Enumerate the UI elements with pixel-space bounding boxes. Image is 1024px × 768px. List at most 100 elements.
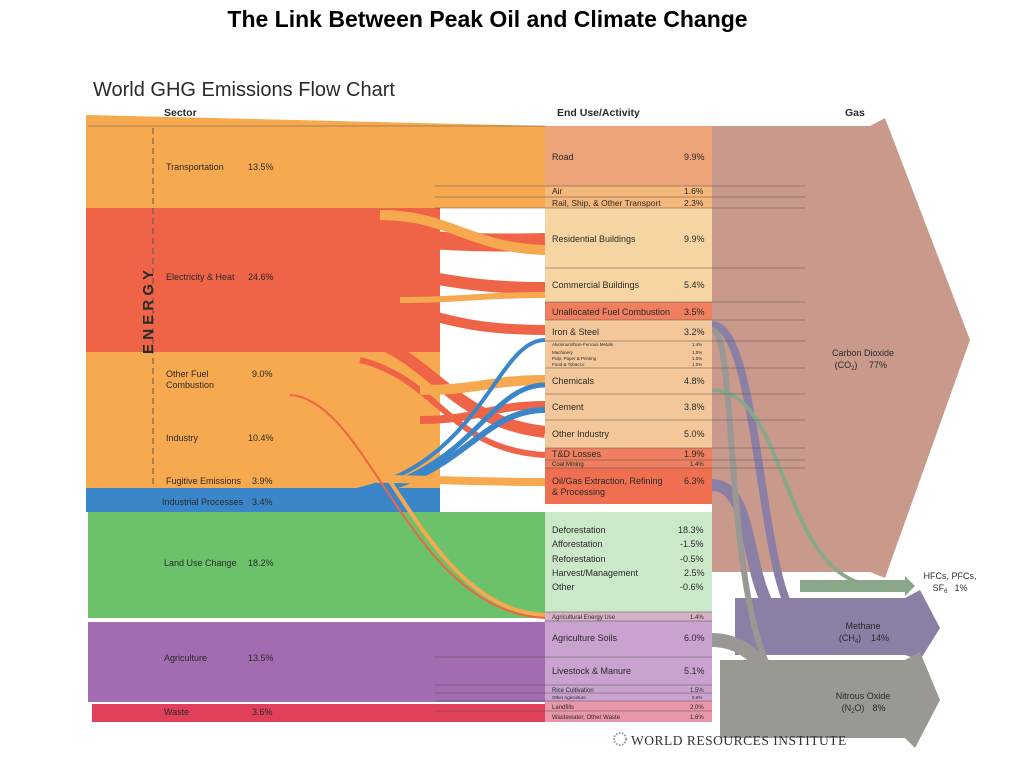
sector-pct-transportation: 13.5%: [248, 162, 274, 172]
gas-co2-pct: 77%: [869, 360, 887, 370]
end-use-machinery-pct: 1.0%: [692, 350, 702, 355]
gas-co2-name: Carbon Dioxide: [832, 348, 894, 358]
gas-arrow-hfc: [800, 576, 915, 596]
header-sector: Sector: [164, 107, 197, 119]
gas-outflows: [710, 321, 881, 707]
sector-bands: [86, 115, 545, 722]
end-use-reforestation: Reforestation: [552, 554, 606, 564]
sector-label-other-fuel: Other Fuel Combustion: [166, 369, 214, 390]
band-land-use: [88, 512, 545, 618]
end-use-deforestation: Deforestation: [552, 525, 606, 535]
sector-label-transportation: Transportation: [166, 162, 224, 172]
gas-n2o-name: Nitrous Oxide: [836, 691, 891, 701]
end-use-agri-energy: Agricultural Energy Use: [552, 615, 616, 621]
end-use-reforestation-pct: -0.5%: [680, 554, 704, 564]
panel-agri-energy: [545, 612, 712, 621]
end-use-harvest: Harvest/Management: [552, 568, 639, 578]
connector-flows: [289, 210, 546, 619]
outflow-ch4-2: [711, 479, 794, 636]
end-use-agri-soils-pct: 6.0%: [684, 633, 705, 643]
gas-labels: Carbon Dioxide (CO2) 77% HFCs, PFCs, SF6…: [832, 348, 977, 715]
end-use-iron-steel: Iron & Steel: [552, 327, 599, 337]
panel-oilgas: [545, 468, 712, 504]
end-use-road-pct: 9.9%: [684, 152, 705, 162]
band-waste: [92, 704, 545, 722]
end-use-commercial-pct: 5.4%: [684, 280, 705, 290]
sector-labels: Transportation 13.5% Electricity & Heat …: [162, 162, 274, 717]
sector-label-industry: Industry: [166, 433, 199, 443]
end-use-aluminum: Aluminum/Non-Ferrous Metals: [552, 342, 614, 347]
flow-fuel-residential: [379, 210, 546, 255]
end-use-cement: Cement: [552, 402, 584, 412]
end-use-aluminum-pct: 1.4%: [692, 342, 702, 347]
flow-elec-tnd: [359, 357, 546, 458]
end-use-iron-steel-pct: 3.2%: [684, 327, 705, 337]
flow-elec-industry: [339, 295, 546, 335]
end-use-other: Other: [552, 582, 575, 592]
outflow-hfc: [711, 388, 881, 588]
gas-n2o-pct: 8%: [872, 703, 885, 713]
gas-ch4-formula: (CH4): [839, 633, 861, 645]
sector-pct-waste: 3.6%: [252, 707, 273, 717]
end-use-rail-pct: 2.3%: [684, 198, 704, 208]
outflow-ch4-1: [711, 321, 803, 624]
energy-label: E N E R G Y: [140, 270, 157, 354]
end-use-landfills-pct: 2.0%: [690, 705, 704, 711]
end-use-residential: Residential Buildings: [552, 234, 636, 244]
sector-pct-electricity: 24.6%: [248, 272, 274, 282]
panel-livestock: [545, 657, 712, 685]
flow-industry-chemicals: [419, 375, 546, 395]
end-use-oilgas: Oil/Gas Extraction, Refining & Processing: [552, 476, 663, 497]
end-use-other-agri: Other Agriculture: [552, 695, 586, 700]
sector-label-fugitive: Fugitive Emissions: [166, 476, 242, 486]
end-use-coal: Coal Mining: [552, 462, 584, 468]
end-use-residential-pct: 9.9%: [684, 234, 705, 244]
end-use-food: Food & Tobacco: [552, 362, 585, 367]
sector-pct-other-fuel: 9.0%: [252, 369, 273, 379]
end-use-unallocated: Unallocated Fuel Combustion: [552, 307, 670, 317]
panel-industry: [545, 320, 712, 448]
sector-pct-agriculture: 13.5%: [248, 653, 274, 663]
end-use-labels: Road 9.9% Air 1.6% Rail, Ship, & Other T…: [552, 152, 705, 721]
panel-road: [545, 126, 712, 186]
end-use-rice: Rice Cultivation: [552, 688, 594, 694]
end-use-chemicals: Chemicals: [552, 376, 595, 386]
end-use-pulp-pct: 1.0%: [692, 356, 702, 361]
wri-logo-icon: [613, 732, 627, 746]
outflow-n2o-2: [711, 633, 822, 707]
flow-fuel-commercial: [399, 292, 546, 303]
band-other-fuel: [86, 352, 440, 488]
end-use-harvest-pct: 2.5%: [684, 568, 705, 578]
end-use-agri-soils: Agriculture Soils: [552, 633, 618, 643]
end-use-coal-pct: 1.4%: [690, 462, 704, 468]
sector-pct-industrial-processes: 3.4%: [252, 497, 273, 507]
panel-waste: [545, 701, 712, 722]
panel-tnd: [545, 448, 712, 460]
divider-lines: [88, 125, 805, 712]
sector-label-agriculture: Agriculture: [164, 653, 207, 663]
flow-industry-cement: [419, 401, 546, 424]
end-use-wastewater-pct: 1.6%: [690, 715, 704, 721]
sector-label-waste: Waste: [164, 707, 189, 717]
end-use-other-pct: -0.6%: [680, 582, 704, 592]
end-use-livestock: Livestock & Manure: [552, 666, 631, 676]
gas-hfc-pct: 1%: [954, 583, 967, 593]
flow-elec-commercial: [299, 259, 546, 294]
gas-ch4-pct: 14%: [871, 633, 889, 643]
gas-n2o-formula: (N2O): [842, 703, 865, 715]
sector-label-electricity: Electricity & Heat: [166, 272, 235, 282]
flow-elec-other-industry: [329, 324, 546, 438]
end-use-tnd: T&D Losses: [552, 449, 602, 459]
sector-pct-industry: 10.4%: [248, 433, 274, 443]
header-gas: Gas: [845, 107, 865, 119]
end-use-agri-energy-pct: 1.4%: [690, 615, 704, 621]
end-use-commercial: Commercial Buildings: [552, 280, 640, 290]
end-use-other-agri-pct: 0.9%: [692, 695, 702, 700]
end-use-panel: [545, 126, 712, 722]
end-use-wastewater: Wastewater, Other Waste: [552, 715, 621, 721]
end-use-machinery: Machinery: [552, 350, 574, 355]
gas-hfc-formula: SF6: [933, 583, 949, 595]
end-use-cement-pct: 3.8%: [684, 402, 705, 412]
end-use-deforestation-pct: 18.3%: [678, 525, 704, 535]
